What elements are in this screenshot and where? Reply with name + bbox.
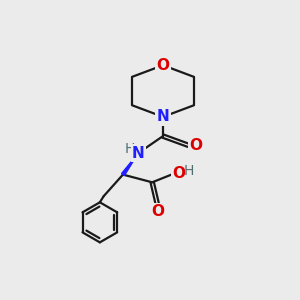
Text: O: O: [173, 166, 186, 181]
Text: O: O: [189, 138, 202, 153]
Text: N: N: [157, 109, 169, 124]
Text: O: O: [157, 58, 169, 73]
Text: N: N: [132, 146, 145, 160]
Polygon shape: [122, 153, 138, 176]
Text: O: O: [151, 204, 164, 219]
Text: H: H: [125, 142, 135, 156]
Text: H: H: [183, 164, 194, 178]
